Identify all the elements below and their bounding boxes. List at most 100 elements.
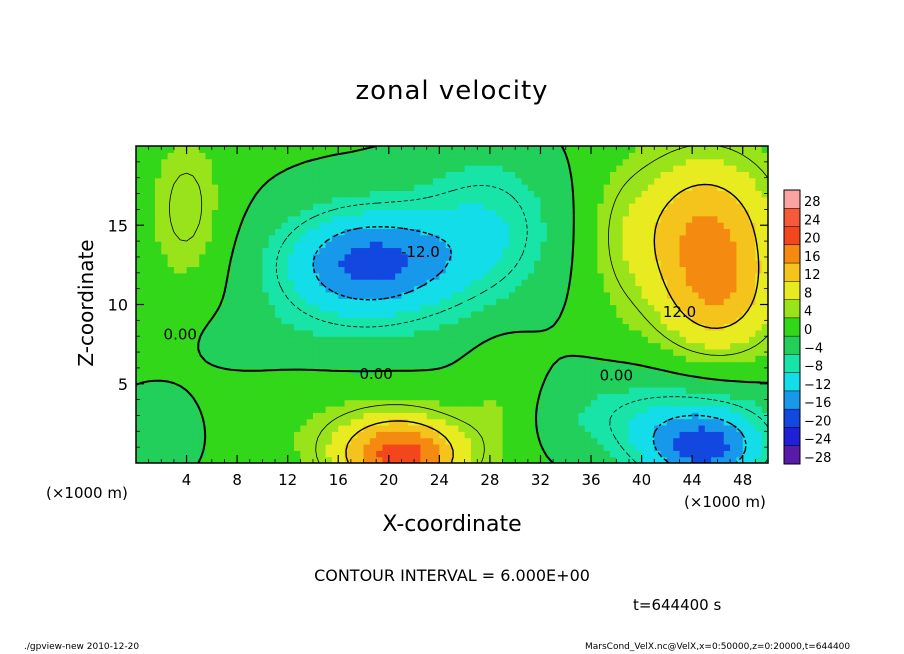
field-cell [458, 386, 466, 394]
field-cell [483, 272, 491, 280]
field-cell [414, 190, 421, 198]
field-cell [173, 291, 181, 299]
field-cell [319, 443, 327, 451]
field-cell [723, 285, 731, 293]
field-cell [477, 437, 485, 445]
field-cell [679, 304, 687, 312]
field-cell [635, 241, 643, 249]
field-cell [730, 317, 737, 325]
field-cell [426, 431, 434, 439]
field-cell [319, 418, 327, 426]
field-cell [666, 310, 674, 318]
field-cell [527, 348, 535, 356]
field-cell [641, 196, 649, 204]
field-cell [635, 317, 643, 325]
field-cell [584, 336, 592, 344]
field-cell [230, 399, 238, 407]
field-cell [679, 203, 687, 210]
field-cell [483, 329, 491, 337]
field-cell [249, 203, 257, 210]
field-cell [610, 158, 617, 166]
field-cell [401, 184, 409, 191]
field-cell [439, 393, 447, 401]
field-cell [508, 336, 516, 344]
field-cell [192, 342, 200, 350]
field-cell [401, 247, 409, 255]
field-cell [666, 399, 674, 407]
field-cell [591, 310, 598, 318]
field-cell [300, 203, 308, 210]
field-cell [742, 291, 750, 299]
field-cell [464, 310, 472, 318]
field-cell [730, 386, 737, 394]
field-cell [363, 260, 371, 268]
field-cell [142, 361, 150, 369]
field-cell [641, 190, 649, 198]
field-cell [572, 329, 579, 337]
field-cell [584, 310, 592, 318]
field-cell [477, 291, 485, 299]
field-cell [483, 424, 491, 432]
field-cell [622, 342, 630, 350]
field-cell [572, 215, 579, 223]
field-cell [186, 203, 194, 210]
field-cell [496, 386, 504, 394]
field-cell [395, 374, 403, 382]
field-cell [148, 152, 156, 160]
field-cell [534, 241, 542, 249]
field-cell [692, 329, 700, 337]
field-cell [154, 418, 162, 426]
field-cell [730, 342, 737, 350]
field-cell [496, 247, 504, 255]
field-cell [578, 380, 586, 388]
field-cell [167, 348, 175, 356]
field-cell [433, 443, 440, 451]
field-cell [167, 317, 175, 325]
field-cell [262, 336, 270, 344]
field-cell [382, 386, 390, 394]
field-cell [275, 348, 282, 356]
field-cell [565, 291, 573, 299]
field-cell [414, 336, 421, 344]
field-cell [243, 272, 251, 280]
field-cell [452, 291, 459, 299]
field-cell [647, 298, 655, 306]
field-cell [426, 399, 434, 407]
field-cell [407, 158, 415, 166]
field-cell [622, 323, 630, 331]
field-cell [546, 355, 554, 363]
field-cell [205, 399, 213, 407]
field-cell [369, 253, 377, 261]
field-cell [294, 399, 301, 407]
field-cell [597, 203, 605, 210]
field-cell [312, 146, 320, 153]
field-cell [591, 215, 598, 223]
field-cell [401, 272, 409, 280]
field-cell [698, 253, 706, 261]
field-cell [591, 456, 598, 463]
field-cell [363, 348, 371, 356]
field-cell [205, 177, 213, 185]
field-cell [521, 184, 529, 191]
field-cell [357, 304, 365, 312]
field-cell [136, 196, 143, 204]
field-cell [730, 209, 737, 217]
field-cell [685, 361, 693, 369]
field-cell [294, 215, 301, 223]
field-cell [660, 222, 668, 230]
field-cell [565, 171, 573, 179]
field-cell [344, 431, 352, 439]
field-cell [186, 247, 194, 255]
field-cell [666, 374, 674, 382]
field-cell [666, 266, 674, 274]
field-cell [559, 355, 567, 363]
field-cell [369, 393, 377, 401]
field-cell [363, 317, 371, 325]
field-cell [433, 146, 440, 153]
field-cell [395, 298, 403, 306]
field-cell [211, 374, 219, 382]
field-cell [452, 184, 459, 191]
field-cell [218, 329, 226, 337]
field-cell [736, 184, 744, 191]
field-cell [470, 146, 478, 153]
